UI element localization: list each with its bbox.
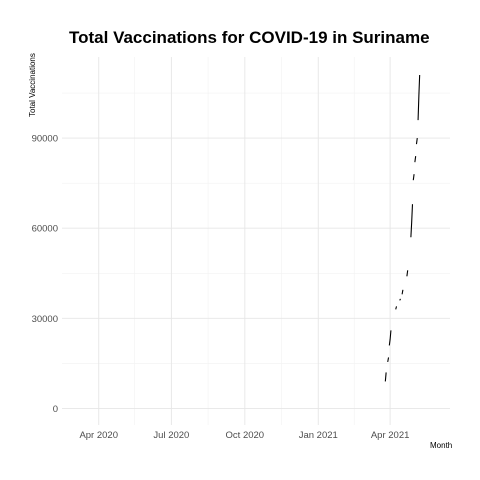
x-axis-ticks: Apr 2020 Jul 2020 Oct 2020 Jan 2021 Apr 2021 — [79, 430, 409, 441]
series-segment — [399, 298, 401, 301]
series-segment — [395, 306, 398, 310]
y-tick-label: 60000 — [32, 224, 58, 235]
y-tick-label: 90000 — [32, 134, 58, 145]
grid — [62, 57, 450, 425]
x-axis-title: Month — [430, 441, 452, 450]
series-segment — [384, 372, 387, 382]
series-segment — [406, 270, 409, 277]
y-tick-label: 30000 — [32, 314, 58, 325]
series-segment — [388, 330, 392, 346]
series-segment — [387, 357, 390, 363]
x-tick-label: Apr 2021 — [371, 430, 410, 441]
series-segment — [412, 174, 415, 181]
series-total-vaccinations — [384, 74, 421, 382]
x-tick-label: Jan 2021 — [299, 430, 338, 441]
x-tick-label: Jul 2020 — [153, 430, 189, 441]
chart-title: Total Vaccinations for COVID-19 in Surin… — [69, 28, 430, 47]
x-tick-label: Oct 2020 — [226, 430, 265, 441]
series-segment — [410, 204, 414, 238]
series-segment — [415, 138, 418, 145]
series-segment — [417, 74, 421, 121]
y-tick-label: 0 — [53, 404, 58, 415]
x-tick-label: Apr 2020 — [79, 430, 118, 441]
y-axis-ticks: 0 30000 60000 90000 — [32, 134, 58, 415]
series-segment — [414, 156, 417, 163]
y-axis-title: Total Vaccinations — [28, 53, 37, 117]
series-segment — [401, 289, 404, 295]
